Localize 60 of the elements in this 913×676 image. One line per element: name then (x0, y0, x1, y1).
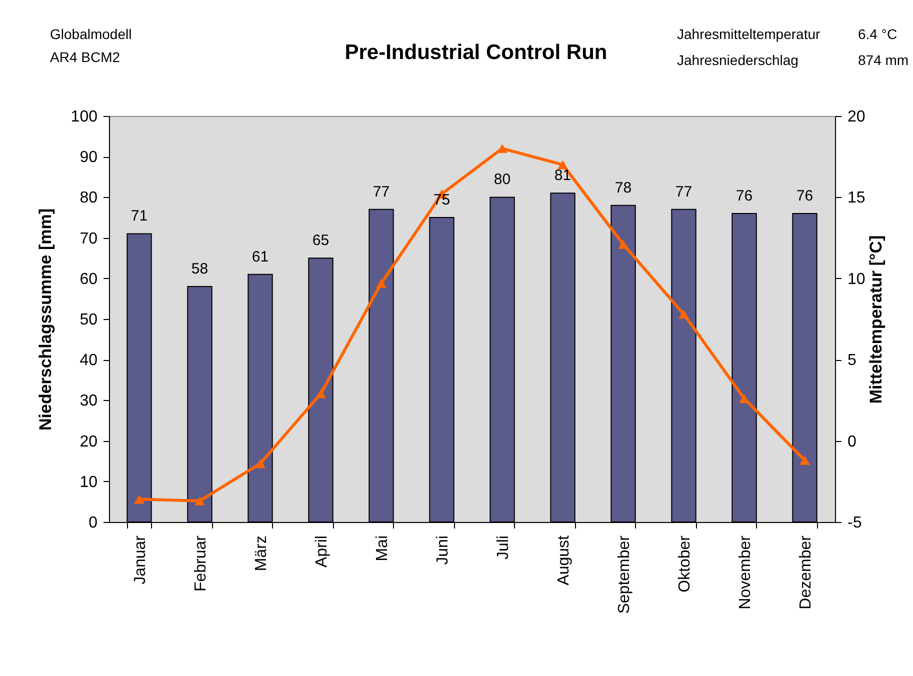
data-label: 58 (191, 260, 208, 278)
x-tick-label: Dezember (797, 534, 814, 610)
x-tick-label: April (313, 536, 330, 568)
x-tick-label: März (252, 536, 270, 572)
text: Jahresniederschlag (677, 52, 798, 68)
y-tick-label: 30 (80, 392, 98, 410)
y-tick-label: 10 (80, 474, 98, 491)
point (618, 240, 628, 249)
data-label: 65 (312, 232, 330, 250)
x-tick-label: Juni (434, 536, 452, 565)
y2-tick-label: -5 (848, 514, 862, 532)
x-tick-label: Februar (192, 534, 210, 592)
y-tick-label: 90 (80, 149, 98, 166)
text: Jahresmitteltemperatur (677, 26, 821, 42)
point (739, 394, 750, 404)
data-label: 77 (372, 183, 390, 200)
x-tick-label: September (616, 534, 633, 614)
data-label: 78 (614, 179, 632, 196)
point (255, 458, 266, 468)
x-tick-label: August (555, 534, 572, 586)
y2-tick-label: 0 (848, 433, 856, 450)
y-tick-label: 50 (80, 312, 98, 328)
point (497, 144, 508, 154)
y-tick-label: 70 (80, 230, 98, 248)
point (800, 456, 810, 465)
y-tick-label: 100 (70, 108, 98, 126)
x-tick-label: Juli (494, 536, 512, 560)
x-tick-label: Oktober (676, 534, 694, 592)
text: Globalmodell (50, 26, 132, 42)
x-tick-label: November (736, 534, 754, 610)
y-tick-label: 80 (80, 190, 98, 207)
y-axis-title: Niederschlagssumme [mm] (36, 208, 55, 431)
y-tick-label: 60 (80, 270, 98, 288)
y2-axis-title: Mitteltemperatur [°C] (866, 235, 886, 404)
y-tick-label: 40 (80, 352, 98, 370)
data-label: 77 (675, 183, 692, 200)
point (678, 310, 689, 319)
x-tick-label: Mai (374, 536, 391, 562)
point (558, 160, 568, 170)
chart-title: Pre-Industrial Control Run (344, 41, 608, 64)
point (194, 496, 205, 506)
data-label: 71 (130, 208, 148, 225)
y2-tick-label: 10 (848, 270, 866, 288)
text: 874 mm (858, 52, 909, 68)
data-label: 81 (554, 167, 572, 184)
point (376, 278, 386, 288)
data-label: 61 (252, 248, 269, 266)
y-tick-label: 0 (88, 514, 98, 532)
x-tick-label: Januar (132, 534, 149, 584)
point (134, 494, 144, 504)
y-tick-label: 20 (80, 433, 98, 450)
text: 6.4 °C (858, 26, 898, 42)
text: AR4 BCM2 (50, 49, 120, 65)
data-label: 76 (796, 187, 814, 204)
y2-tick-label: 20 (848, 108, 866, 126)
data-label: 76 (736, 187, 753, 204)
data-label: 80 (494, 171, 511, 188)
point (316, 389, 326, 398)
y2-tick-label: 5 (848, 352, 856, 370)
y2-tick-label: 15 (848, 190, 866, 207)
